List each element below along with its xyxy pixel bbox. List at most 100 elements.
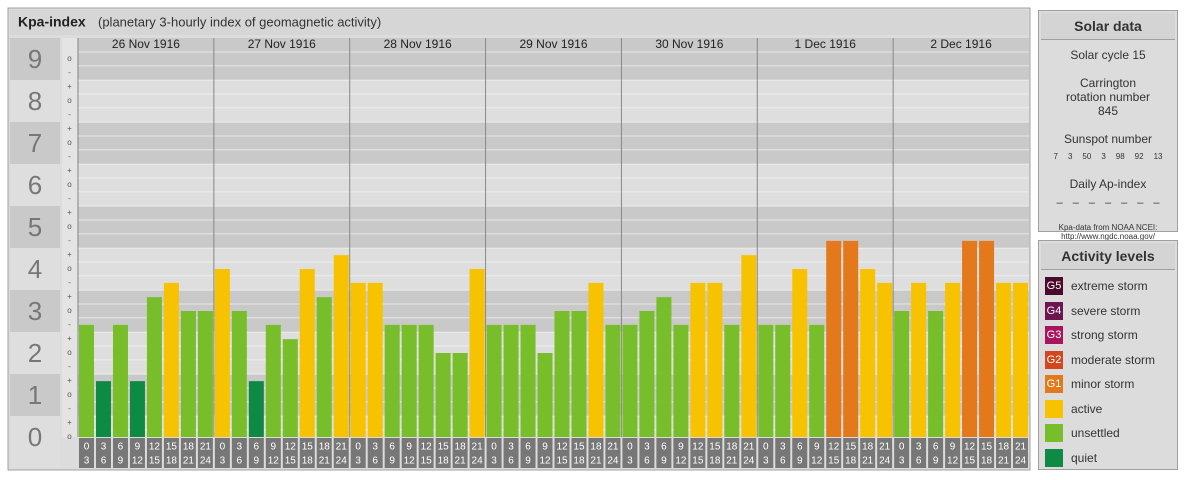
hour-to: 12: [404, 456, 416, 467]
hour-from: 12: [692, 442, 704, 453]
hour-cell: [809, 438, 825, 468]
y-minor-label: o: [67, 432, 72, 441]
y-minor-label: +: [67, 418, 72, 427]
bar: [503, 324, 519, 437]
hour-cell: [588, 438, 604, 468]
bar: [741, 255, 757, 437]
hour-cell: [265, 438, 281, 468]
hour-cell: [333, 438, 349, 468]
hour-cell: [962, 438, 978, 468]
hour-cell: [384, 438, 400, 468]
grid-band: [78, 206, 1029, 248]
solar-data-panel: Solar data Solar cycle 15 Carrington rot…: [1038, 10, 1178, 241]
y-minor-label: -: [68, 236, 71, 245]
hour-to: 18: [709, 456, 721, 467]
bar: [146, 297, 162, 437]
y-minor-label: +: [67, 292, 72, 301]
legend-swatch: [1045, 399, 1063, 418]
bar: [724, 324, 740, 437]
hour-cell: [503, 438, 519, 468]
hour-from: 0: [627, 442, 633, 453]
y-minor-label: -: [68, 362, 71, 371]
hour-to: 6: [508, 456, 514, 467]
hour-to: 21: [455, 456, 467, 467]
hour-to: 15: [964, 456, 976, 467]
day-label: 28 Nov 1916: [384, 37, 452, 51]
hour-to: 6: [237, 456, 243, 467]
hour-from: 18: [319, 442, 331, 453]
legend-item: G4 severe storm: [1045, 299, 1177, 324]
legend-item: G1 minor storm: [1045, 372, 1177, 397]
y-band-label-bg: [10, 374, 60, 416]
hour-to: 18: [573, 456, 585, 467]
bar: [163, 282, 179, 437]
hour-cell: [486, 438, 502, 468]
activity-levels-panel: Activity levels G5 extreme storm G4 severe …: [1038, 240, 1178, 470]
y-tick-label: 4: [28, 254, 42, 284]
day-label: 29 Nov 1916: [519, 37, 587, 51]
hour-to: 12: [811, 456, 823, 467]
hour-from: 9: [135, 442, 141, 453]
source: Kpa-data from NOAA NCEI:: [1058, 223, 1158, 232]
hour-cell: [894, 438, 910, 468]
hour-cell: [605, 438, 621, 468]
legend-label: quiet: [1071, 450, 1098, 465]
hour-from: 6: [797, 442, 803, 453]
hour-from: 21: [607, 442, 619, 453]
ap-row: – – – – – – –: [1039, 197, 1177, 209]
hour-from: 0: [491, 442, 497, 453]
hour-to: 18: [438, 456, 450, 467]
y-band-label-bg: [10, 332, 60, 374]
bar: [809, 324, 825, 437]
hour-to: 9: [254, 456, 260, 467]
hour-to: 21: [998, 456, 1010, 467]
hour-cell: [469, 438, 485, 468]
minor-col: [62, 38, 77, 437]
y-tick-label: 2: [28, 338, 42, 368]
hour-from: 6: [661, 442, 667, 453]
bar: [843, 240, 859, 437]
hour-from: 12: [828, 442, 840, 453]
bar: [316, 297, 332, 437]
legend-label: minor storm: [1071, 377, 1135, 392]
bar: [282, 339, 298, 437]
bar: [690, 282, 706, 437]
legend-swatch: G3: [1045, 326, 1063, 345]
hour-to: 9: [933, 456, 939, 467]
hour-from: 3: [372, 442, 378, 453]
bar: [299, 269, 315, 437]
hour-to: 3: [84, 456, 90, 467]
y-minor-label: -: [68, 110, 71, 119]
legend-swatch: [1045, 448, 1063, 467]
bar: [384, 324, 400, 437]
bar: [333, 255, 349, 437]
hour-from: 9: [271, 442, 277, 453]
hour-cell: [792, 438, 808, 468]
bar: [554, 311, 570, 437]
sunspot-number: 50: [1082, 152, 1092, 161]
y-minor-label: -: [68, 404, 71, 413]
bar: [979, 240, 995, 437]
bar: [775, 324, 791, 437]
bar: [639, 311, 655, 437]
hour-cell: [435, 438, 451, 468]
bar: [656, 297, 672, 437]
hour-from: 21: [1015, 442, 1027, 453]
hour-to: 9: [797, 456, 803, 467]
hour-cell: [282, 438, 298, 468]
chart-subtitle: (planetary 3-hourly index of geomagnetic…: [98, 14, 381, 29]
bar: [401, 324, 417, 437]
legend-item: quiet: [1045, 446, 1177, 471]
hour-cell: [129, 438, 145, 468]
hour-cell: [197, 438, 213, 468]
hour-from: 21: [200, 442, 212, 453]
hour-to: 12: [132, 456, 144, 467]
hour-from: 9: [678, 442, 684, 453]
sunspot-row: 7 3 50 3 98 92 13: [1039, 152, 1177, 161]
legend-item: G2 moderate storm: [1045, 348, 1177, 373]
ap-value: –: [1137, 197, 1144, 209]
y-minor-label: +: [67, 208, 72, 217]
y-minor-label: +: [67, 124, 72, 133]
bar: [758, 324, 774, 437]
hour-from: 3: [508, 442, 514, 453]
